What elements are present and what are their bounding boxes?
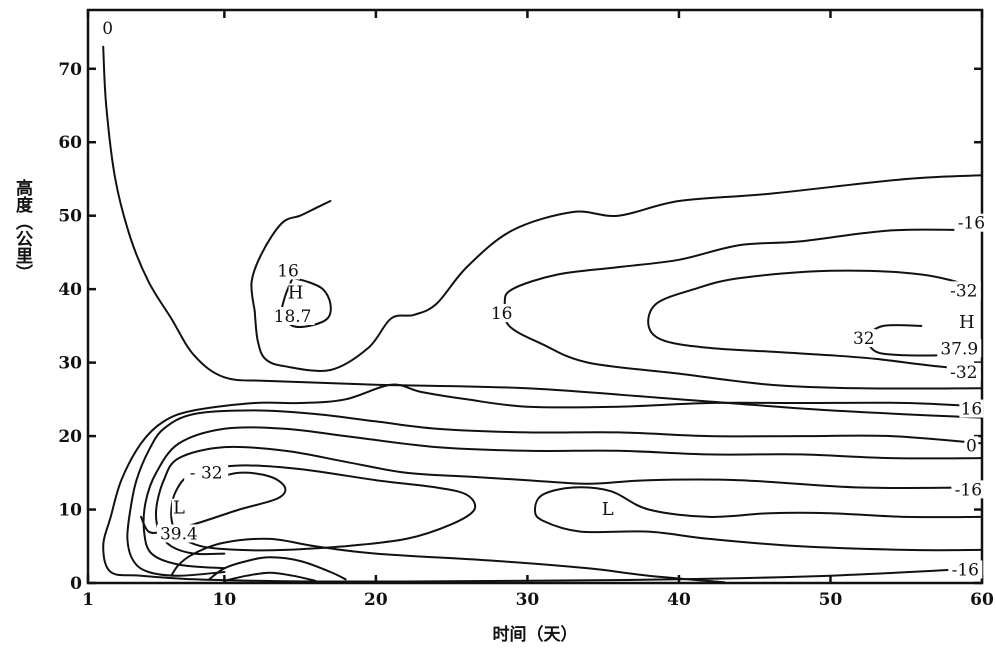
contour-line-16 [280,277,332,329]
label-background [288,283,303,302]
x-tick-label: 50 [819,590,843,610]
contour-value-label: 16 [491,304,513,324]
x-tick-label: 60 [970,590,994,610]
contour-line-0 [126,409,983,577]
contour-value-label: -16 [952,560,979,580]
label-background [270,307,315,326]
contour-line--16 [208,556,347,581]
label-background [951,480,986,499]
label-background [964,436,979,455]
contour-value-label: 16 [961,400,983,420]
label-background [954,213,989,232]
contour-value-label: 32 [853,329,875,349]
extremum-marker: L [173,498,185,519]
axis-ticks: 1 10 20 30 40 50 60 0 10 20 30 40 50 60 70 [58,10,994,610]
contour-value-label: -16 [958,214,985,234]
contour-value-label: -32 [950,363,977,383]
y-tick-label: 20 [58,427,82,447]
x-tick-label: 30 [516,590,540,610]
extremum-marker: H [288,283,304,304]
contour-line--16 [534,486,983,552]
contour-line--32 [140,471,287,534]
contour-lines [102,45,983,584]
x-tick-label: 40 [667,590,691,610]
contour-line-16 [503,228,983,390]
contour-line-0 [102,45,983,419]
contour-value-label: 39.4 [160,524,198,544]
contour-value-label: 37.9 [940,339,978,359]
label-background [959,312,974,331]
contour-value-label: -32 [950,281,977,301]
label-background [489,304,514,323]
y-axis-title: 高度（公里） [12,178,33,281]
plot-frame [86,8,984,585]
label-background [100,19,115,38]
y-tick-label: 10 [58,501,82,521]
label-background [959,399,984,418]
label-background [600,500,615,519]
label-background [851,329,876,348]
contour-value-label: 16 [277,261,299,281]
y-tick-label: 70 [58,60,82,80]
extremum-marker: H [959,312,975,333]
y-tick-label: 0 [70,574,82,594]
y-tick-label: 60 [58,133,82,153]
label-background [276,261,301,280]
label-background [948,560,983,579]
label-background [156,524,201,543]
contour-line-16 [253,174,983,372]
contour-line-16 [102,383,983,583]
label-background [184,463,229,482]
label-background [171,498,186,517]
contour-line--16 [170,537,726,584]
contour-value-label: 0 [102,19,113,39]
contour-value-label: 0 [966,436,977,456]
extremum-marker: L [602,499,614,520]
x-tick-label: 20 [364,590,388,610]
contour-value-label: 18.7 [274,307,312,327]
contour-line-32 [647,269,983,371]
x-tick-label: 1 [82,590,94,610]
label-background [937,339,982,358]
x-axis-title: 时间（天） [493,624,578,645]
contour-line--16 [142,426,983,570]
label-background [946,281,981,300]
y-tick-label: 50 [58,207,82,227]
contour-line--16 [154,445,983,556]
contour-value-label: -16 [955,480,982,500]
label-background [946,362,981,381]
contour-line--32 [170,464,477,552]
contour-value-label: - 32 [190,463,223,483]
y-tick-label: 40 [58,280,82,300]
x-tick-label: 10 [213,590,237,610]
contour-line-16 [250,200,332,313]
y-tick-label: 30 [58,354,82,374]
contour-line--16 [223,571,317,582]
